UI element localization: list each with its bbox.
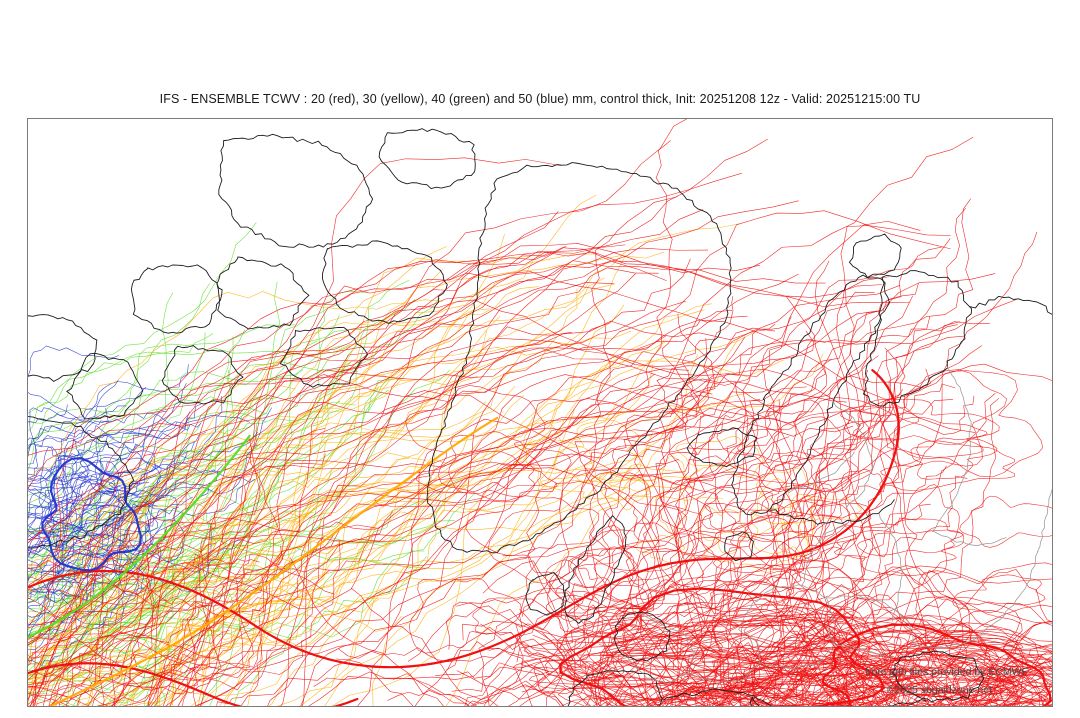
basemap-layer bbox=[28, 128, 1052, 706]
map-plot-area[interactable]: from grib files provided by ECMWF ©2025 … bbox=[27, 118, 1053, 707]
map-svg bbox=[28, 119, 1052, 706]
contour-layer bbox=[28, 119, 1052, 706]
page-title: IFS - ENSEMBLE TCWV : 20 (red), 30 (yell… bbox=[159, 92, 921, 106]
